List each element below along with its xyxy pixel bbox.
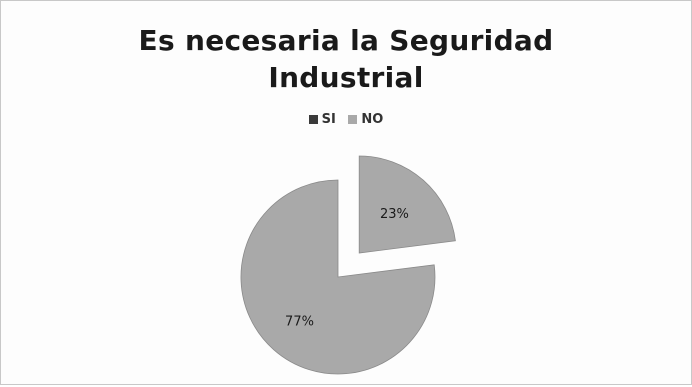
chart-title: Es necesaria la Seguridad Industrial — [0, 22, 692, 96]
chart-title-line-2: Industrial — [268, 61, 424, 94]
pie-label-no: 77% — [285, 315, 314, 330]
pie-label-si: 23% — [380, 207, 409, 222]
chart-legend: SI NO — [0, 112, 692, 128]
chart-title-line-1: Es necesaria la Seguridad — [138, 24, 554, 57]
legend-label-no: NO — [361, 112, 384, 127]
legend-item-no: NO — [348, 112, 383, 127]
legend-swatch-si — [308, 115, 318, 124]
legend-swatch-no — [348, 115, 358, 124]
pie-slice-si — [358, 155, 456, 254]
legend-label-si: SI — [321, 112, 336, 127]
pie-slice-no — [240, 179, 436, 375]
legend-item-si: SI — [308, 112, 336, 127]
